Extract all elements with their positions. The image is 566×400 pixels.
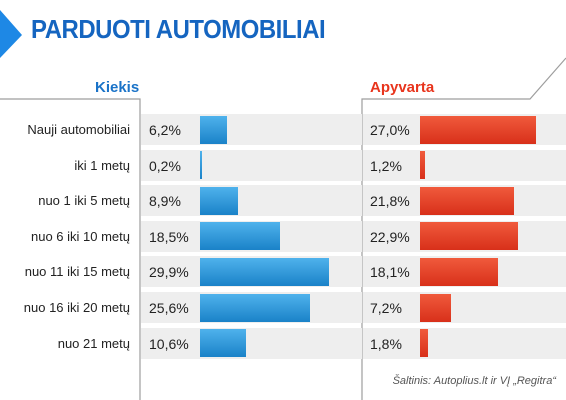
kiekis-value-label: 10,6% <box>149 335 189 352</box>
kiekis-frame-line <box>0 98 141 400</box>
apyvarta-bar <box>420 293 451 322</box>
kiekis-value-label: 18,5% <box>149 228 189 245</box>
category-label: nuo 16 iki 20 metų <box>23 300 130 315</box>
row-background-apyvarta <box>363 149 566 181</box>
apyvarta-bar <box>420 222 519 251</box>
row-background-kiekis <box>141 185 362 217</box>
row-background-kiekis <box>141 327 362 359</box>
page-title: PARDUOTI AUTOMOBILIAI <box>31 14 326 44</box>
kiekis-bar <box>200 222 280 251</box>
apyvarta-value-label: 1,2% <box>370 157 402 174</box>
kiekis-value-label: 8,9% <box>149 193 181 210</box>
source-note: Šaltinis: Autoplius.lt ir VĮ „Regitra“ <box>392 375 556 387</box>
category-label: nuo 11 iki 15 metų <box>24 264 130 280</box>
apyvarta-bar <box>420 257 498 286</box>
apyvarta-value-label: 1,8% <box>370 335 402 352</box>
apyvarta-value-label: 18,1% <box>370 264 410 281</box>
apyvarta-value-label: 22,9% <box>370 228 410 245</box>
apyvarta-bar <box>420 329 428 358</box>
kiekis-value-label: 6,2% <box>149 122 181 138</box>
title-arrow-icon <box>0 10 22 58</box>
kiekis-value-label: 0,2% <box>149 157 181 174</box>
title-bar: PARDUOTI AUTOMOBILIAI <box>0 0 566 66</box>
kiekis-bar <box>200 257 329 286</box>
apyvarta-column-header: Apyvarta <box>370 79 435 96</box>
category-label: nuo 21 metų <box>57 335 130 351</box>
kiekis-bar <box>200 151 202 180</box>
apyvarta-bar <box>420 186 514 215</box>
row-background-kiekis <box>141 149 362 181</box>
kiekis-bar <box>200 293 311 322</box>
category-label: nuo 6 iki 10 metų <box>30 228 130 244</box>
apyvarta-bar <box>420 151 426 180</box>
apyvarta-value-label: 21,8% <box>370 193 410 210</box>
apyvarta-bar <box>420 115 537 144</box>
apyvarta-value-label: 27,0% <box>370 122 410 138</box>
kiekis-column-header: Kiekis <box>95 79 140 96</box>
apyvarta-value-label: 7,2% <box>370 300 402 316</box>
category-label: iki 1 metų <box>74 157 130 173</box>
row-background-apyvarta <box>363 327 566 359</box>
category-label: Nauji automobiliai <box>27 122 130 137</box>
row-background-kiekis <box>141 114 362 145</box>
kiekis-bar <box>200 329 246 358</box>
kiekis-bar <box>200 115 227 144</box>
kiekis-value-label: 29,9% <box>149 264 189 281</box>
category-label: nuo 1 iki 5 metų <box>38 193 130 209</box>
kiekis-bar <box>200 186 239 215</box>
kiekis-value-label: 25,6% <box>149 300 189 316</box>
row-background-apyvarta <box>363 292 566 323</box>
